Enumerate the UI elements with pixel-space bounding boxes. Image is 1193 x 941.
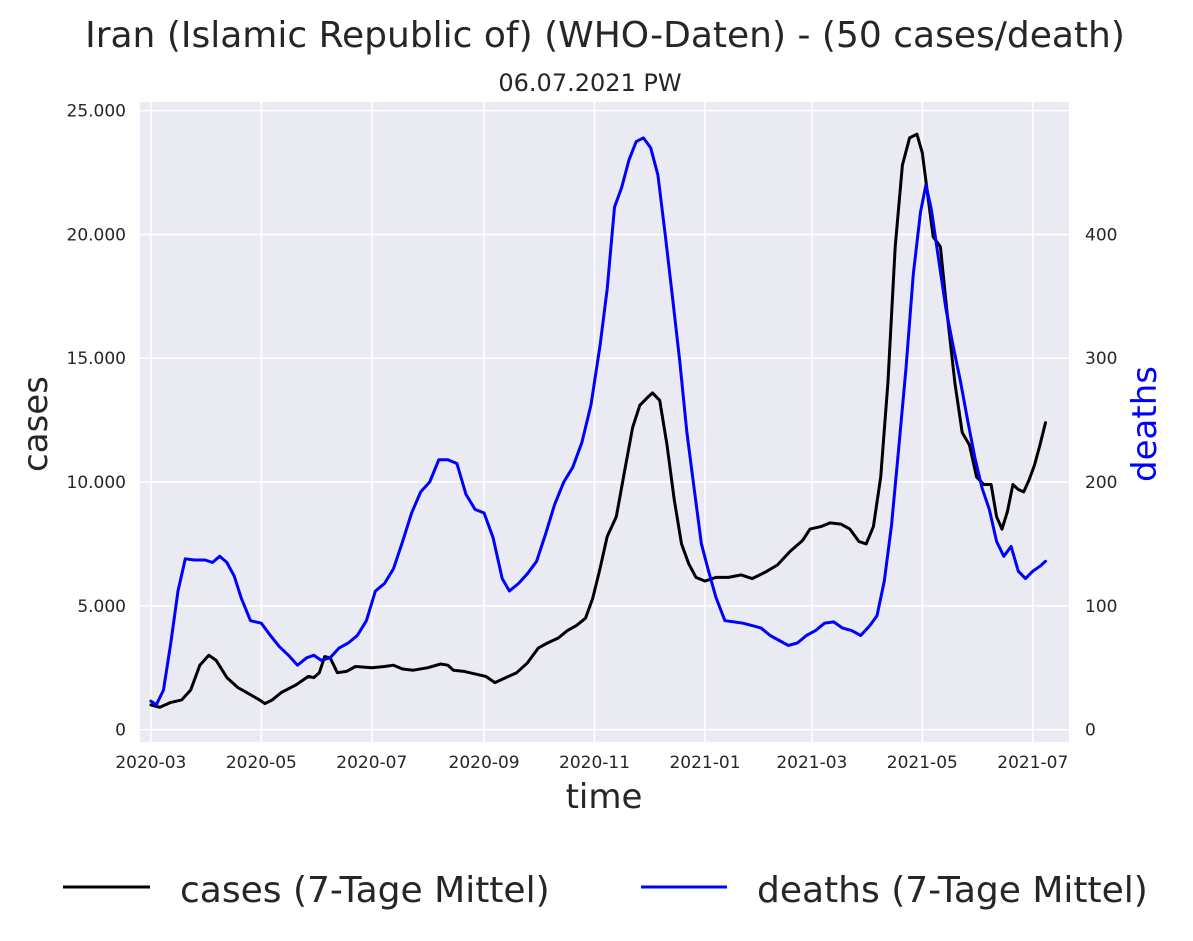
left-y-tick-label: 25.000 bbox=[67, 102, 126, 122]
right-y-axis-label: deaths bbox=[1125, 366, 1165, 482]
cases-series-line bbox=[149, 132, 1047, 709]
right-y-tick-label: 200 bbox=[1085, 473, 1117, 493]
chart-subtitle: 06.07.2021 PW bbox=[498, 69, 681, 97]
chart-title: Iran (Islamic Republic of) (WHO-Daten) -… bbox=[85, 15, 1125, 56]
right-y-tick-label: 300 bbox=[1085, 349, 1117, 369]
x-tick-label: 2021-07 bbox=[997, 753, 1068, 773]
plot-area bbox=[140, 102, 1069, 742]
right-y-axis-ticks: 0 100 200 300 400 bbox=[1085, 225, 1117, 740]
left-y-tick-label: 5.000 bbox=[77, 597, 126, 617]
right-y-tick-label: 0 bbox=[1085, 721, 1096, 741]
x-tick-label: 2021-05 bbox=[887, 753, 958, 773]
series-lines bbox=[149, 132, 1047, 709]
right-y-tick-label: 100 bbox=[1085, 597, 1117, 617]
left-y-tick-label: 20.000 bbox=[67, 225, 126, 245]
left-y-tick-label: 15.000 bbox=[67, 349, 126, 369]
left-y-axis-ticks: 0 5.000 10.000 15.000 20.000 25.000 bbox=[67, 102, 126, 741]
x-tick-label: 2020-09 bbox=[449, 753, 520, 773]
legend-label-deaths: deaths (7-Tage Mittel) bbox=[757, 870, 1148, 911]
x-tick-label: 2021-01 bbox=[669, 753, 740, 773]
x-tick-label: 2020-05 bbox=[226, 753, 297, 773]
deaths-series-line bbox=[149, 136, 1047, 707]
right-y-tick-label: 400 bbox=[1085, 225, 1117, 245]
left-y-tick-label: 10.000 bbox=[67, 473, 126, 493]
x-tick-label: 2020-03 bbox=[115, 753, 186, 773]
legend: cases (7-Tage Mittel) deaths (7-Tage Mit… bbox=[63, 870, 1148, 911]
x-tick-label: 2021-03 bbox=[776, 753, 847, 773]
x-tick-label: 2020-07 bbox=[336, 753, 407, 773]
x-axis-label: time bbox=[566, 777, 643, 817]
left-y-axis-label: cases bbox=[16, 376, 56, 472]
left-y-tick-label: 0 bbox=[115, 721, 126, 741]
legend-label-cases: cases (7-Tage Mittel) bbox=[180, 870, 550, 911]
x-axis-ticks: 2020-03 2020-05 2020-07 2020-09 2020-11 2021-… bbox=[115, 753, 1068, 773]
grid-lines bbox=[140, 102, 1069, 742]
x-tick-label: 2020-11 bbox=[559, 753, 630, 773]
